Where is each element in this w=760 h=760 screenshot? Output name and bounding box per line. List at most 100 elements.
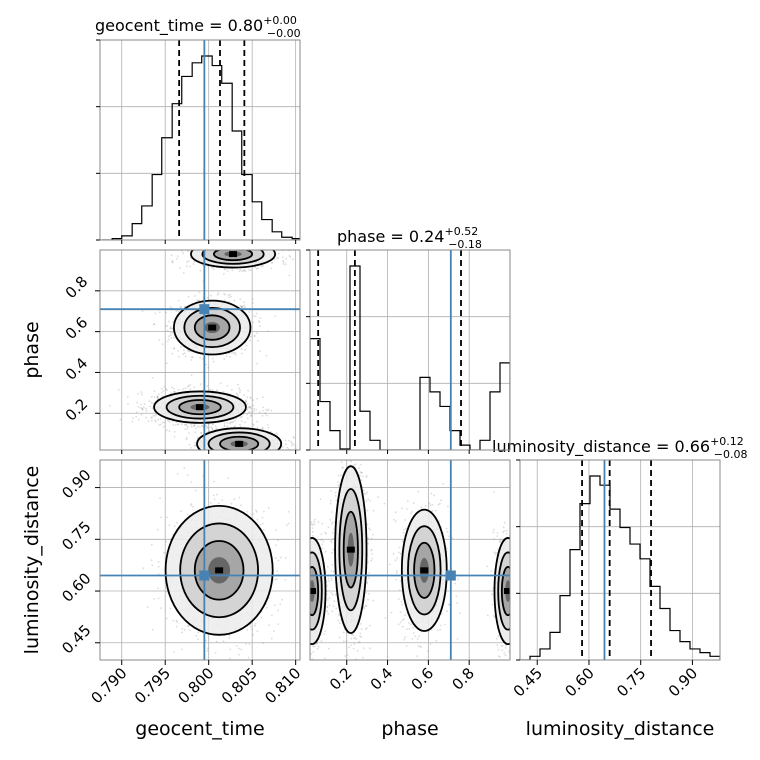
- sample-point: [200, 431, 203, 434]
- sample-point: [117, 389, 120, 391]
- sample-point: [221, 236, 223, 238]
- sample-point: [253, 453, 255, 455]
- sample-point: [303, 538, 305, 540]
- sample-point: [303, 572, 305, 574]
- sample-point: [254, 453, 256, 455]
- sample-point: [228, 352, 231, 355]
- sample-point: [264, 413, 267, 415]
- sample-point: [223, 422, 226, 425]
- sample-point: [248, 248, 250, 250]
- hist-step-geocent_time: [101, 55, 300, 240]
- sample-point: [273, 630, 275, 632]
- panel-phase-vs-luminosity_distance: [296, 460, 510, 660]
- sample-point: [214, 248, 216, 250]
- title-luminosity-distance: luminosity_distance = 0.66+0.12 −0.08: [492, 435, 748, 461]
- sample-point: [267, 408, 270, 411]
- sample-point: [217, 292, 220, 294]
- sample-point: [255, 453, 257, 455]
- sample-point: [210, 294, 212, 297]
- sample-point: [192, 248, 194, 250]
- sample-point: [248, 411, 250, 414]
- sample-point: [216, 248, 218, 250]
- sample-point: [175, 310, 178, 312]
- sample-point: [260, 616, 263, 619]
- sample-point: [166, 340, 169, 343]
- sample-point: [236, 453, 238, 455]
- sample-point: [216, 457, 218, 459]
- sample-point: [249, 339, 251, 342]
- sample-point: [254, 315, 257, 318]
- sample-point: [183, 352, 186, 354]
- sample-point: [171, 386, 173, 389]
- sample-point: [275, 529, 277, 531]
- sample-point: [234, 353, 237, 356]
- sample-point: [304, 610, 306, 612]
- sample-point: [288, 439, 290, 442]
- sample-point: [169, 306, 172, 308]
- sample-point: [305, 543, 307, 545]
- panel-frame: [99, 249, 301, 451]
- sample-point: [276, 433, 279, 436]
- sample-point: [213, 462, 215, 464]
- sample-point: [256, 452, 258, 454]
- sample-point: [219, 246, 221, 248]
- sample-point: [229, 421, 232, 424]
- sample-point: [185, 424, 188, 426]
- sample-point: [223, 244, 225, 246]
- sample-point: [255, 245, 257, 247]
- sample-point: [229, 657, 232, 660]
- sample-point: [276, 257, 279, 260]
- sample-point: [229, 355, 232, 358]
- sample-point: [192, 263, 195, 265]
- sample-point: [221, 247, 223, 249]
- sample-point: [238, 242, 240, 244]
- sample-point: [257, 267, 259, 269]
- sample-point: [190, 481, 193, 483]
- sample-point: [304, 538, 306, 540]
- sample-point: [197, 247, 199, 249]
- sample-point: [211, 422, 214, 425]
- sample-point: [244, 349, 246, 352]
- sample-point: [231, 462, 233, 464]
- sample-point: [158, 424, 161, 426]
- sample-point: [274, 315, 277, 318]
- sample-point: [226, 244, 228, 246]
- sample-point: [267, 451, 269, 453]
- sample-point: [302, 587, 304, 589]
- sample-point: [254, 455, 256, 457]
- sample-point: [165, 388, 168, 391]
- sample-point: [191, 505, 194, 508]
- sample-point: [189, 265, 192, 268]
- sample-point: [296, 544, 298, 546]
- sample-point: [273, 258, 276, 261]
- sample-point: [246, 511, 249, 513]
- sample-point: [266, 414, 268, 417]
- sample-point: [250, 452, 252, 454]
- sample-point: [200, 432, 203, 435]
- sample-point: [240, 454, 242, 456]
- sample-point: [190, 359, 193, 361]
- sample-point: [150, 401, 153, 404]
- sample-point: [211, 357, 214, 360]
- sample-point: [224, 451, 226, 453]
- sample-point: [140, 393, 143, 396]
- sample-point: [166, 516, 169, 519]
- sample-point: [282, 256, 284, 259]
- sample-point: [217, 453, 219, 455]
- sample-point: [242, 243, 244, 245]
- sample-point: [212, 243, 214, 245]
- sample-point: [277, 257, 279, 260]
- sample-point: [157, 597, 160, 600]
- sample-point: [277, 609, 279, 612]
- sample-point: [243, 269, 246, 271]
- sample-point: [196, 664, 198, 666]
- sample-point: [311, 451, 313, 453]
- sample-point: [254, 247, 256, 249]
- sample-point: [245, 246, 247, 248]
- sample-point: [275, 432, 278, 435]
- sample-point: [212, 454, 214, 456]
- sample-point: [157, 396, 159, 399]
- sample-point: [255, 451, 257, 453]
- sample-point: [256, 238, 258, 240]
- sample-point: [258, 452, 260, 454]
